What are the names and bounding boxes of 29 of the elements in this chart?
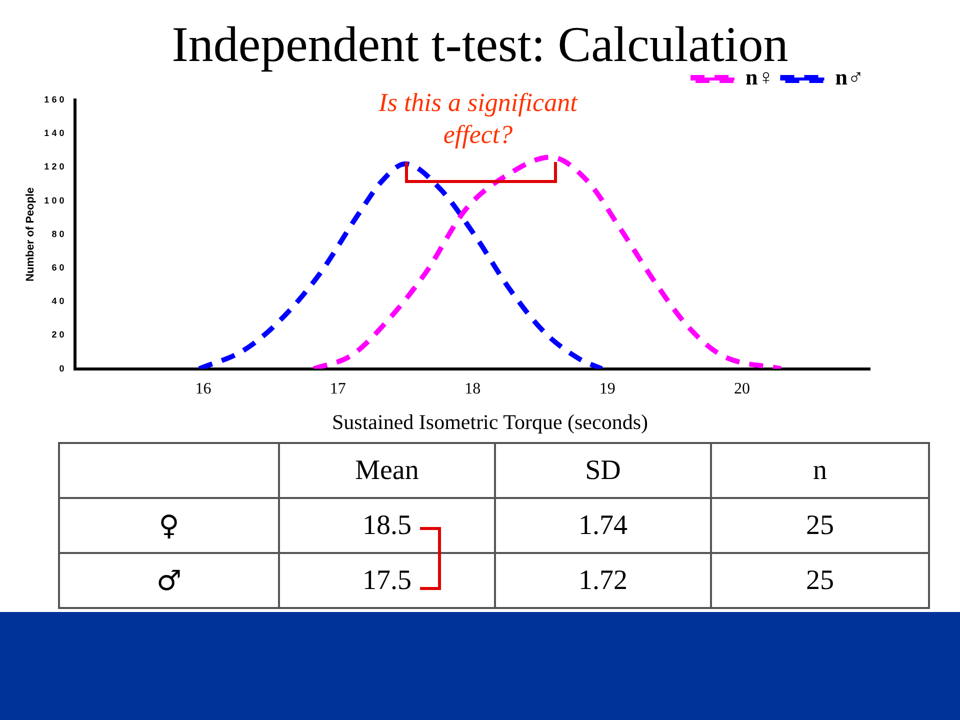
y-tick-label: 8 0 <box>52 228 64 239</box>
y-tick-label: 6 0 <box>52 262 64 272</box>
y-tick-label: 1 0 0 <box>44 195 64 206</box>
data-label: 25 <box>711 553 929 608</box>
x-tick-label: Mean <box>279 443 495 498</box>
data-label: 1.72 <box>495 553 711 608</box>
y-tick-label: 1 4 0 <box>44 128 64 138</box>
y-tick-label: 1 6 0 <box>44 94 64 104</box>
y-tick-label: ♂ <box>59 553 279 608</box>
y-tick-label: 4 0 <box>52 296 64 306</box>
data-label: 25 <box>711 498 929 553</box>
legend-label: n♂ <box>835 64 864 90</box>
y-tick-label: 2 0 <box>52 330 64 340</box>
data-label: 17.5 <box>279 553 495 608</box>
x-tick-label: n <box>711 443 929 498</box>
x-tick-label: 16 <box>195 380 212 398</box>
data-label: 1.74 <box>495 498 711 553</box>
x-tick-label: 17 <box>330 380 346 398</box>
x-axis-title: Sustained Isometric Torque (seconds) <box>331 410 649 435</box>
x-tick-label: 18 <box>464 380 481 398</box>
y-tick-label: 1 2 0 <box>44 162 64 172</box>
x-tick-label: 19 <box>599 380 616 398</box>
y-tick-label: 0 <box>59 363 64 374</box>
x-tick-label: 20 <box>734 380 750 398</box>
x-tick-label: SD <box>495 443 711 498</box>
y-tick-label: ♀ <box>59 498 279 553</box>
annotation: Is this a significant effect? <box>378 88 578 149</box>
data-label: 18.5 <box>279 498 495 553</box>
y-axis-title: Number of People <box>24 187 37 282</box>
